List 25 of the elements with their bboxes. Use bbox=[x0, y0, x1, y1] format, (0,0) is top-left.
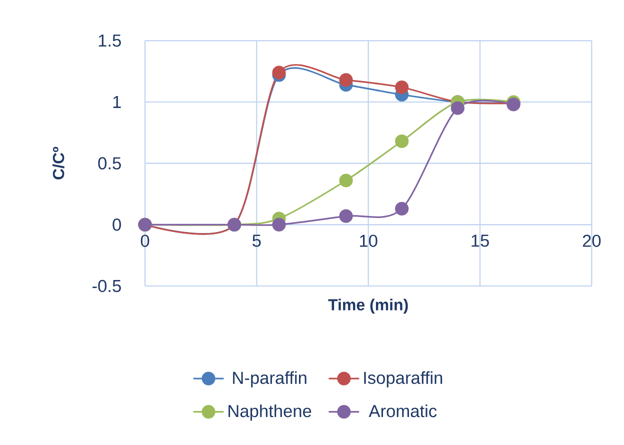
x-tick-label: 15 bbox=[472, 234, 489, 247]
y-tick-label: 1.5 bbox=[98, 34, 121, 47]
y-tick-label: -0.5 bbox=[92, 280, 121, 292]
legend-label: Aromatic bbox=[368, 404, 437, 418]
y-tick-label: 0 bbox=[112, 218, 121, 231]
y-axis-title: C/Cº bbox=[52, 146, 64, 180]
point bbox=[395, 80, 409, 94]
point bbox=[395, 202, 409, 216]
legend-label: Naphthene bbox=[228, 404, 312, 421]
x-axis-title: Time (min) bbox=[328, 298, 408, 314]
point bbox=[272, 218, 286, 232]
y-tick-label: 1 bbox=[113, 96, 121, 108]
x-tick-label: 10 bbox=[360, 234, 378, 247]
x-tick-label: 5 bbox=[252, 234, 261, 247]
legend-label: N-paraffin bbox=[233, 371, 306, 388]
point bbox=[339, 73, 353, 87]
x-tick-label: 0 bbox=[140, 234, 150, 247]
point bbox=[339, 209, 353, 223]
point bbox=[339, 174, 353, 188]
x-tick-label: 20 bbox=[582, 234, 601, 247]
point bbox=[395, 134, 409, 148]
legend-label: Isoparaffin bbox=[364, 371, 442, 388]
point bbox=[450, 101, 464, 115]
y-tick-label: 0.5 bbox=[98, 157, 121, 170]
point bbox=[272, 66, 286, 80]
